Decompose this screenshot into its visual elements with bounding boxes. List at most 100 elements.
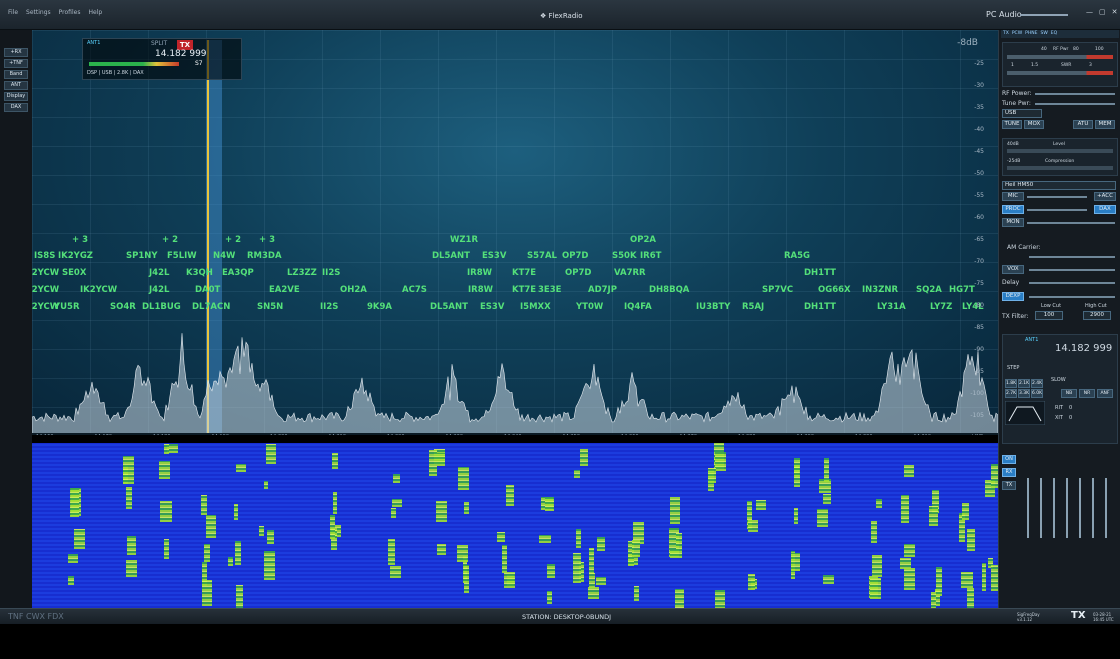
slice-panel-frequency[interactable]: 14.182 999 (1055, 343, 1113, 354)
spot-label[interactable]: SO4R (110, 302, 136, 312)
split-label[interactable]: SPLIT (151, 40, 168, 47)
dax-tx-button[interactable]: DAX (1094, 205, 1116, 214)
mixer-tx-button[interactable]: TX (1002, 481, 1016, 490)
spot-label[interactable]: R5AJ (742, 302, 765, 312)
am-carrier-slider[interactable] (1029, 256, 1115, 258)
mon-button[interactable]: MON (1002, 218, 1024, 227)
tune-button[interactable]: TUNE (1002, 120, 1022, 129)
mixer-fader[interactable] (1105, 478, 1107, 538)
spot-label[interactable]: IK2YCW (32, 302, 60, 312)
mixer-fader[interactable] (1066, 478, 1068, 538)
nb-button[interactable]: NB (1061, 389, 1077, 398)
xit-value[interactable]: 0 (1069, 415, 1073, 421)
spot-label[interactable]: DL1BUG (142, 302, 181, 312)
mixer-rx-button[interactable]: RX (1002, 468, 1016, 477)
spot-label[interactable]: ES3V (480, 302, 505, 312)
spot-label[interactable]: YT0W (576, 302, 604, 312)
spot-label[interactable]: SN5N (257, 302, 284, 312)
tnf-cwx-fdx-controls[interactable]: TNF CWX FDX (8, 612, 64, 621)
agc-label[interactable]: SLOW (1051, 377, 1066, 383)
spot-label[interactable]: + 2 (162, 235, 178, 245)
maximize-button[interactable]: ▢ (1099, 8, 1106, 16)
spot-label[interactable]: IK2YCW (32, 285, 60, 295)
spot-label[interactable]: KT7E (512, 268, 537, 278)
spot-label[interactable]: LZ3ZZ (287, 268, 317, 278)
mic-select[interactable]: MIC (1002, 192, 1024, 201)
menu-help[interactable]: Help (88, 9, 103, 16)
spot-label[interactable]: EA2VE (269, 285, 300, 295)
mixer-fader[interactable] (1092, 478, 1094, 538)
spot-label[interactable]: YU5R (54, 302, 80, 312)
mixer-fader[interactable] (1027, 478, 1029, 538)
spot-label[interactable]: LY7Z (930, 302, 953, 312)
mic-profile-select[interactable]: Heil HM50 (1002, 181, 1116, 190)
proc-slider[interactable] (1027, 209, 1087, 211)
rit-value[interactable]: 0 (1069, 405, 1073, 411)
spot-label[interactable]: RA5G (784, 251, 811, 261)
low-cut-field[interactable]: 100 (1035, 311, 1063, 320)
spot-label[interactable]: DL7ACN (192, 302, 231, 312)
bw-6-0k[interactable]: 6.0K (1031, 389, 1043, 398)
menu-file[interactable]: File (8, 9, 19, 16)
nr-button[interactable]: NR (1079, 389, 1095, 398)
proc-button[interactable]: PROC (1002, 205, 1024, 214)
spot-label[interactable]: AC7S (402, 285, 427, 295)
tab-tx[interactable]: TX (1003, 31, 1009, 36)
rf-power-slider[interactable] (1035, 93, 1115, 95)
vox-slider[interactable] (1029, 269, 1115, 271)
slice-controls[interactable]: DSP | USB | 2.8K | DAX (87, 70, 144, 76)
spot-label[interactable]: DL5ANT (430, 302, 468, 312)
spot-label[interactable]: DH8BQA (649, 285, 690, 295)
acc-button[interactable]: +ACC (1094, 192, 1116, 201)
xit-label[interactable]: XIT (1055, 415, 1063, 421)
spot-label[interactable]: OH2A (340, 285, 367, 295)
slice-flag[interactable]: ANT1 SPLIT TX 14.182 999 S7 DSP | USB | … (82, 38, 242, 80)
spot-label[interactable]: HG7T (949, 285, 975, 295)
bw-2-4k[interactable]: 2.4K (1031, 379, 1043, 388)
spot-label[interactable]: IR8W (468, 285, 493, 295)
tune-power-slider[interactable] (1035, 103, 1115, 105)
minimize-button[interactable]: — (1086, 8, 1093, 16)
spot-label[interactable]: J42L (149, 268, 170, 278)
spot-label[interactable]: ES3V (482, 251, 507, 261)
add-rx-button[interactable]: +RX (4, 48, 28, 57)
slice-frequency[interactable]: 14.182 999 (155, 49, 207, 59)
spot-label[interactable]: SQ2A (916, 285, 942, 295)
mon-slider[interactable] (1027, 222, 1115, 224)
spot-label[interactable]: IN3ZNR (862, 285, 899, 295)
spot-label[interactable]: J42L (149, 285, 170, 295)
add-tnf-button[interactable]: +TNF (4, 59, 28, 68)
pc-audio-slider[interactable] (1020, 14, 1068, 16)
spot-label[interactable]: OG66X (818, 285, 851, 295)
spot-label[interactable]: S57AL (527, 251, 557, 261)
ant-button[interactable]: ANT (4, 81, 28, 90)
spot-label[interactable]: I5MXX (520, 302, 551, 312)
dexp-button[interactable]: DEXP (1002, 292, 1024, 301)
spot-label[interactable]: OP7D (565, 268, 592, 278)
spot-label[interactable]: IS8S (34, 251, 56, 261)
panadapter[interactable]: -8dB ANT1 SPLIT TX 14.182 999 S7 DSP | U… (32, 30, 998, 435)
spot-label[interactable]: IK2YCW (32, 268, 60, 278)
high-cut-field[interactable]: 2900 (1083, 311, 1111, 320)
rit-label[interactable]: RIT (1055, 405, 1064, 411)
spot-label[interactable]: KT7E (512, 285, 537, 295)
spot-label[interactable]: 3E3E (538, 285, 562, 295)
spot-label[interactable]: IQ4FA (624, 302, 652, 312)
spot-label[interactable]: K3QH (186, 268, 213, 278)
spot-label[interactable]: S50K (612, 251, 637, 261)
spot-label[interactable]: + 3 (72, 235, 88, 245)
spot-label[interactable]: N4W (213, 251, 236, 261)
slice-ant[interactable]: ANT1 (87, 40, 101, 46)
spot-label[interactable]: IK2YGZ (58, 251, 93, 261)
bw-2-7k[interactable]: 2.7K (1005, 389, 1017, 398)
close-button[interactable]: ✕ (1111, 8, 1118, 16)
slice-panel-ant[interactable]: ANT1 (1025, 337, 1039, 343)
tab-sw[interactable]: SW (1040, 31, 1048, 36)
band-button[interactable]: Band (4, 70, 28, 79)
anf-button[interactable]: ANF (1097, 389, 1113, 398)
spot-label[interactable]: EA3QP (222, 268, 254, 278)
tab-pcw[interactable]: PCW (1011, 31, 1023, 36)
spot-label[interactable]: SP7VC (762, 285, 794, 295)
spot-label[interactable]: DH1TT (804, 302, 836, 312)
spot-label[interactable]: LY4L (962, 302, 984, 312)
